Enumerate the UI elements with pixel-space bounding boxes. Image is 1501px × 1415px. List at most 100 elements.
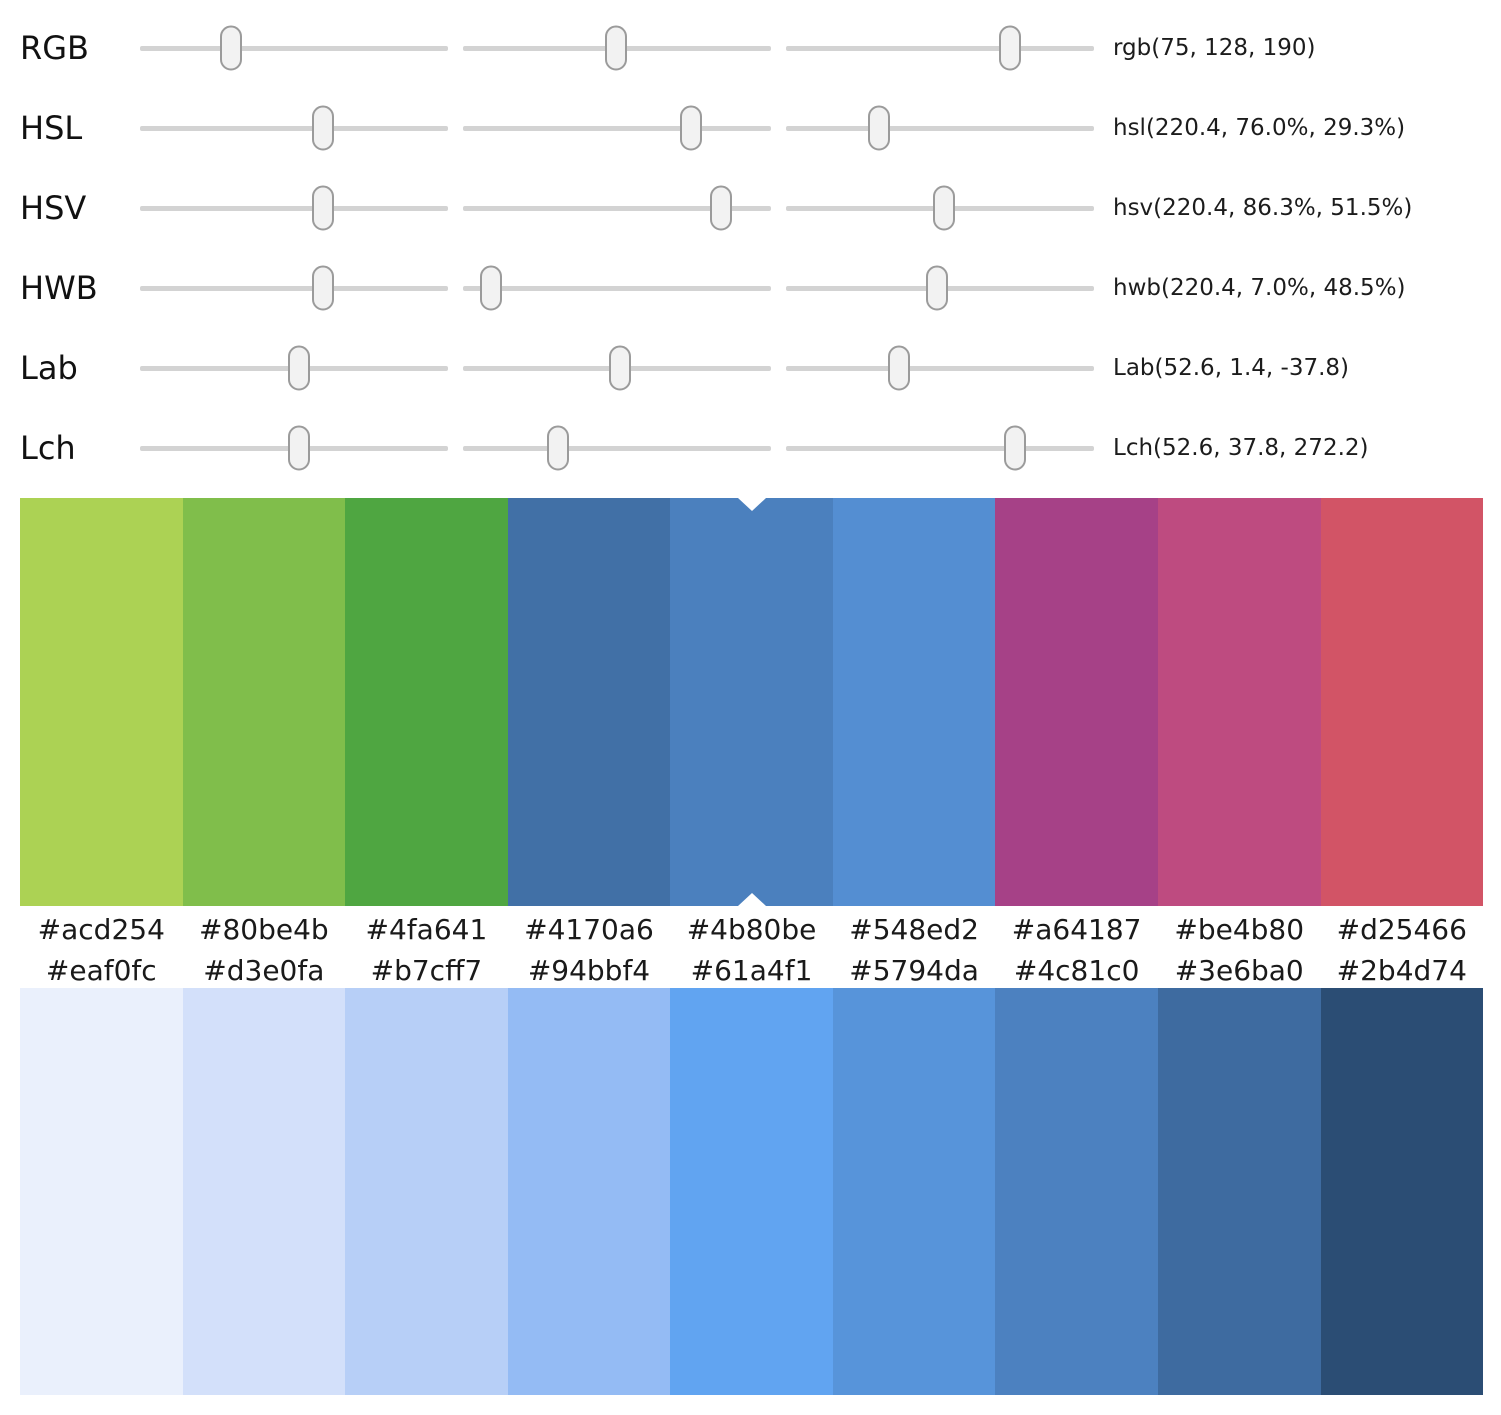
slider-row-label: Lch — [20, 429, 76, 467]
slider-row-label: Lab — [20, 349, 78, 387]
hex-label: #80be4b — [199, 912, 329, 946]
slider-thumb[interactable] — [868, 105, 891, 151]
hsl-slider-l[interactable] — [786, 105, 1094, 151]
lch-slider-l[interactable] — [140, 425, 448, 471]
slider-row-hsv: HSV hsv(220.4, 86.3%, 51.5%) — [0, 168, 1501, 248]
lab-slider-b[interactable] — [786, 345, 1094, 391]
hue-palette-hex-labels: #acd254 #80be4b #4fa641 #4170a6 #4b80be … — [20, 906, 1483, 952]
swatch[interactable] — [345, 498, 508, 906]
hex-label: #b7cff7 — [370, 953, 483, 987]
slider-thumb[interactable] — [287, 425, 310, 471]
hwb-value-readout: hwb(220.4, 7.0%, 48.5%) — [1113, 275, 1406, 301]
swatch[interactable] — [832, 498, 996, 906]
slider-row-hsl: HSL hsl(220.4, 76.0%, 29.3%) — [0, 88, 1501, 168]
swatch[interactable] — [1157, 988, 1321, 1395]
rgb-slider-r[interactable] — [140, 25, 448, 71]
hwb-slider-w[interactable] — [463, 265, 771, 311]
slider-thumb[interactable] — [933, 185, 955, 231]
swatch[interactable] — [20, 498, 183, 906]
slider-track-group — [140, 345, 1094, 391]
swatch[interactable] — [1320, 498, 1484, 906]
hsl-slider-h[interactable] — [140, 105, 448, 151]
slider-track-group — [140, 105, 1094, 151]
slider-thumb[interactable] — [998, 25, 1021, 71]
lightness-palette-hex-labels: #eaf0fc #d3e0fa #b7cff7 #94bbf4 #61a4f1 … — [20, 952, 1483, 988]
swatch-selected[interactable] — [670, 498, 833, 906]
rgb-slider-g[interactable] — [463, 25, 771, 71]
hwb-slider-h[interactable] — [140, 265, 448, 311]
hex-label: #acd254 — [37, 912, 165, 946]
hsv-value-readout: hsv(220.4, 86.3%, 51.5%) — [1113, 195, 1413, 221]
slider-track-group — [140, 25, 1094, 71]
hex-label: #4c81c0 — [1013, 953, 1140, 987]
hex-label: #4b80be — [686, 912, 817, 946]
swatch[interactable] — [345, 988, 508, 1395]
slider-thumb[interactable] — [710, 185, 733, 231]
hex-label: #5794da — [849, 953, 979, 987]
lch-slider-c[interactable] — [463, 425, 771, 471]
slider-thumb[interactable] — [311, 185, 334, 231]
lab-slider-a[interactable] — [463, 345, 771, 391]
hsv-slider-v[interactable] — [786, 185, 1094, 231]
hex-label: #4170a6 — [524, 912, 654, 946]
slider-row-label: HWB — [20, 269, 98, 307]
slider-thumb[interactable] — [888, 345, 911, 391]
slider-thumb[interactable] — [925, 265, 948, 311]
hex-label: #61a4f1 — [690, 953, 813, 987]
slider-track-group — [140, 265, 1094, 311]
slider-row-lab: Lab Lab(52.6, 1.4, -37.8) — [0, 328, 1501, 408]
hsl-slider-s[interactable] — [463, 105, 771, 151]
slider-thumb[interactable] — [609, 345, 632, 391]
rgb-value-readout: rgb(75, 128, 190) — [1113, 35, 1316, 61]
slider-thumb[interactable] — [219, 25, 242, 71]
lch-value-readout: Lch(52.6, 37.8, 272.2) — [1113, 435, 1369, 461]
slider-row-label: HSV — [20, 189, 87, 227]
slider-thumb[interactable] — [480, 265, 503, 311]
swatch[interactable] — [182, 498, 346, 906]
hex-label: #2b4d74 — [1336, 953, 1467, 987]
lab-slider-l[interactable] — [140, 345, 448, 391]
selected-marker-top-icon — [737, 498, 766, 511]
slider-row-label: HSL — [20, 109, 83, 147]
hex-label: #94bbf4 — [527, 953, 651, 987]
swatch[interactable] — [1320, 988, 1484, 1395]
slider-row-label: RGB — [20, 29, 89, 67]
lab-value-readout: Lab(52.6, 1.4, -37.8) — [1113, 355, 1349, 381]
swatch[interactable] — [507, 988, 671, 1395]
hsl-value-readout: hsl(220.4, 76.0%, 29.3%) — [1113, 115, 1406, 141]
slider-thumb[interactable] — [679, 105, 702, 151]
lightness-palette-strip — [20, 988, 1484, 1395]
swatch[interactable] — [995, 988, 1158, 1395]
slider-panel: RGB rgb(75, 128, 190) HSL hsl(220.4, 76.… — [0, 0, 1501, 488]
slider-track-group — [140, 185, 1094, 231]
swatch[interactable] — [182, 988, 346, 1395]
hsv-slider-h[interactable] — [140, 185, 448, 231]
lch-slider-h[interactable] — [786, 425, 1094, 471]
hex-label: #be4b80 — [1174, 912, 1305, 946]
swatch[interactable] — [832, 988, 996, 1395]
slider-row-lch: Lch Lch(52.6, 37.8, 272.2) — [0, 408, 1501, 488]
slider-thumb[interactable] — [311, 105, 334, 151]
hue-palette-strip — [20, 498, 1484, 906]
swatch[interactable] — [670, 988, 833, 1395]
slider-thumb[interactable] — [605, 25, 628, 71]
hex-label: #d3e0fa — [203, 953, 325, 987]
hsv-slider-s[interactable] — [463, 185, 771, 231]
swatch[interactable] — [995, 498, 1158, 906]
selected-marker-bottom-icon — [737, 893, 766, 906]
hex-label: #548ed2 — [849, 912, 979, 946]
swatch[interactable] — [1157, 498, 1321, 906]
slider-thumb[interactable] — [287, 345, 310, 391]
slider-thumb[interactable] — [311, 265, 334, 311]
slider-row-hwb: HWB hwb(220.4, 7.0%, 48.5%) — [0, 248, 1501, 328]
hex-label: #4fa641 — [365, 912, 488, 946]
swatch[interactable] — [507, 498, 671, 906]
hex-label: #3e6ba0 — [1174, 953, 1304, 987]
slider-thumb[interactable] — [546, 425, 569, 471]
hex-label: #eaf0fc — [45, 953, 157, 987]
rgb-slider-b[interactable] — [786, 25, 1094, 71]
swatch[interactable] — [20, 988, 183, 1395]
hwb-slider-b[interactable] — [786, 265, 1094, 311]
slider-thumb[interactable] — [1003, 425, 1026, 471]
